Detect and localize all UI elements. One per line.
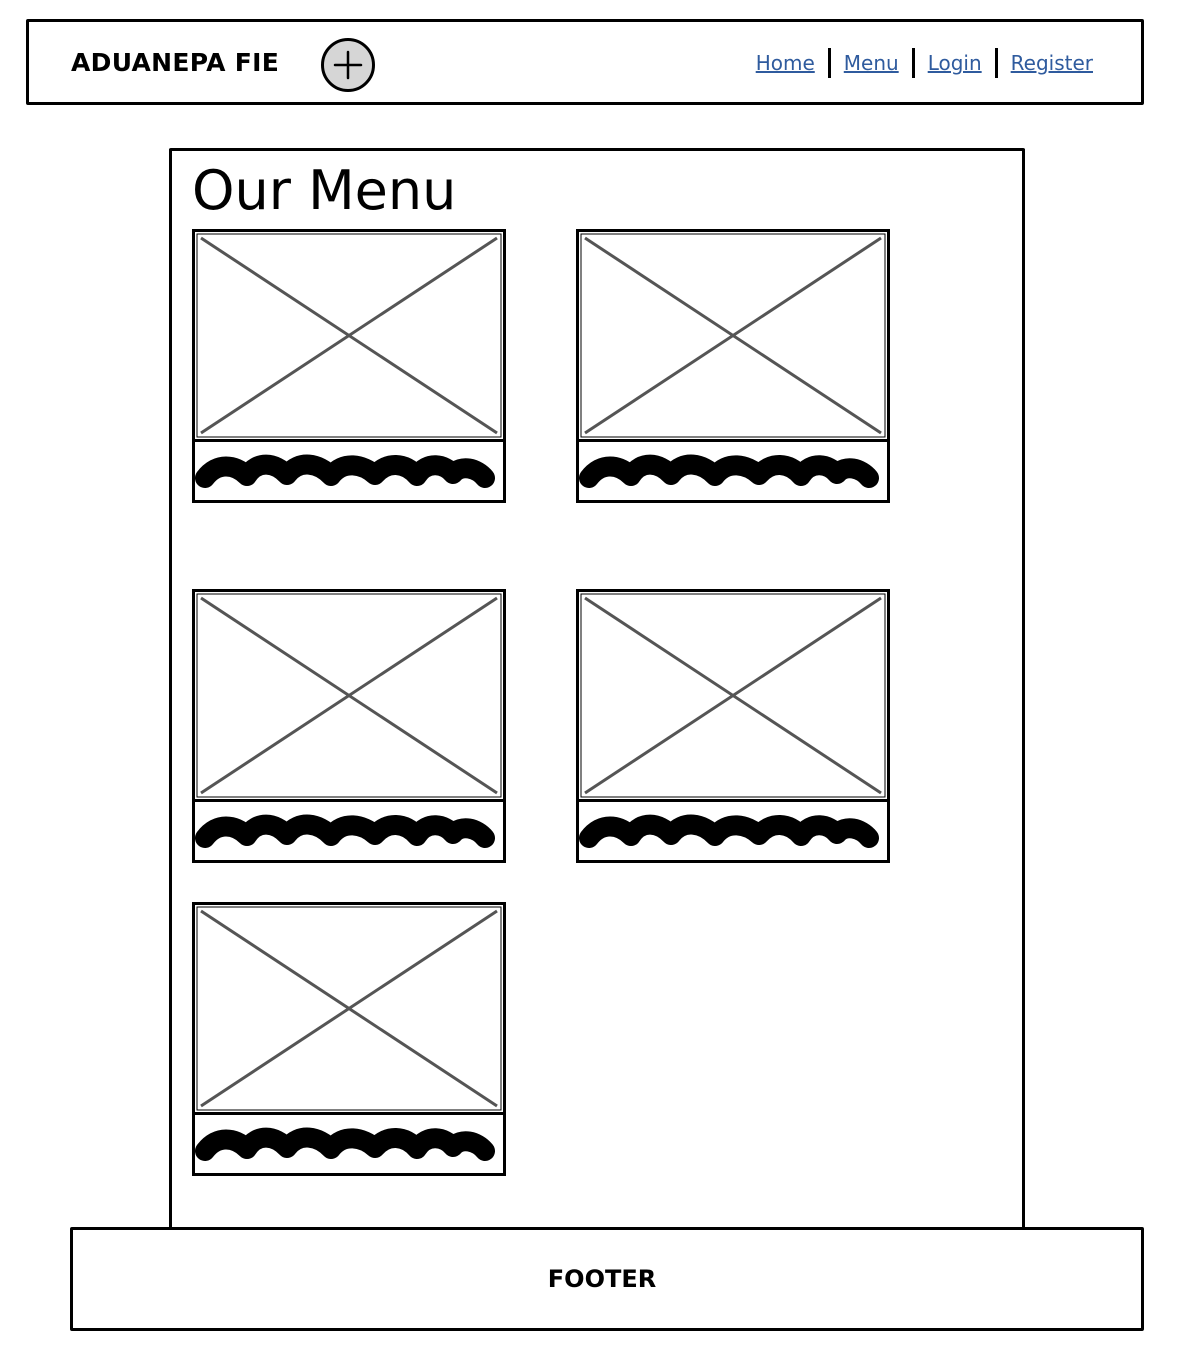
menu-item-card[interactable]	[576, 589, 890, 863]
image-placeholder-icon	[195, 592, 503, 802]
image-placeholder-diagonal	[200, 596, 498, 795]
scribble-text-placeholder-icon	[579, 802, 887, 860]
image-placeholder-icon	[579, 592, 887, 802]
nav-separator	[994, 48, 998, 78]
image-placeholder-frame	[580, 233, 886, 438]
scribble-text-stroke	[579, 814, 879, 848]
image-placeholder-icon	[195, 232, 503, 442]
menu-item-card[interactable]	[192, 589, 506, 863]
scribble-text-placeholder-icon	[579, 442, 887, 500]
scribble-text-placeholder-icon	[195, 802, 503, 860]
footer-label: FOOTER	[547, 1265, 657, 1293]
image-placeholder-cross	[580, 593, 886, 798]
scribble-text-stroke	[195, 814, 495, 848]
image-placeholder-frame	[196, 233, 502, 438]
scribble-text-graphic	[195, 454, 495, 488]
nav-link-login[interactable]: Login	[927, 51, 982, 75]
main-nav: Home Menu Login Register	[756, 48, 1093, 78]
nav-link-menu[interactable]: Menu	[843, 51, 899, 75]
menu-panel: Our Menu	[169, 148, 1025, 1243]
nav-separator	[911, 48, 915, 78]
image-placeholder-diagonal	[200, 236, 498, 435]
image-placeholder-cross	[580, 233, 886, 438]
menu-item-card[interactable]	[576, 229, 890, 503]
image-placeholder-cross	[196, 593, 502, 798]
image-placeholder-cross	[196, 906, 502, 1111]
image-placeholder-frame	[196, 593, 502, 798]
scribble-text-placeholder-icon	[195, 442, 503, 500]
nav-separator	[827, 48, 831, 78]
brand-logo[interactable]: ADUANEPA FIE	[71, 48, 280, 77]
plus-circle-icon[interactable]	[321, 38, 375, 92]
image-placeholder-icon	[195, 905, 503, 1115]
scribble-text-placeholder-icon	[195, 1115, 503, 1173]
image-placeholder-diagonal	[584, 236, 882, 435]
nav-link-register[interactable]: Register	[1010, 51, 1093, 75]
nav-link-home[interactable]: Home	[755, 51, 815, 75]
image-placeholder-diagonal	[200, 909, 498, 1108]
image-placeholder-diagonal	[584, 596, 882, 795]
scribble-text-graphic	[195, 1127, 495, 1161]
scribble-text-stroke	[195, 454, 495, 488]
scribble-text-graphic	[579, 454, 879, 488]
image-placeholder-icon	[579, 232, 887, 442]
site-footer: FOOTER	[70, 1227, 1144, 1331]
image-placeholder-cross	[196, 233, 502, 438]
image-placeholder-frame	[196, 906, 502, 1111]
image-placeholder-frame	[580, 593, 886, 798]
scribble-text-graphic	[195, 814, 495, 848]
page-title: Our Menu	[192, 159, 457, 222]
menu-item-card[interactable]	[192, 902, 506, 1176]
scribble-text-stroke	[195, 1127, 495, 1161]
scribble-text-stroke	[579, 454, 879, 488]
scribble-text-graphic	[579, 814, 879, 848]
site-header: ADUANEPA FIE Home Menu Login Register	[26, 19, 1144, 105]
menu-item-card[interactable]	[192, 229, 506, 503]
